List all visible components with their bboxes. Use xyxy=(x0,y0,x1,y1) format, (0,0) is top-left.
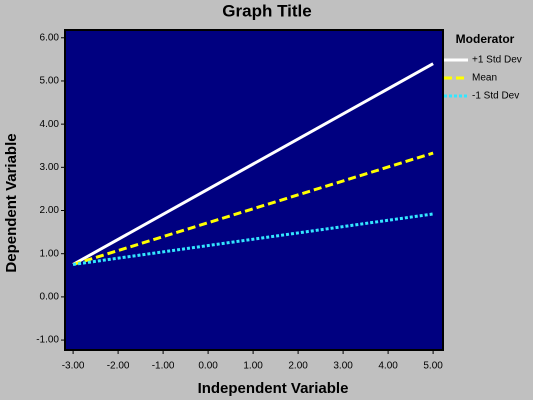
x-axis-title: Independent Variable xyxy=(198,380,349,397)
y-tick-label: 5.00 xyxy=(40,76,60,87)
y-tick-label: 6.00 xyxy=(40,32,60,43)
x-tick-label: -2.00 xyxy=(107,361,130,372)
legend-label: Mean xyxy=(472,73,497,84)
legend-label: +1 Std Dev xyxy=(472,55,522,66)
y-tick-label: 1.00 xyxy=(40,248,60,259)
plot-area xyxy=(64,29,444,351)
legend-title: Moderator xyxy=(456,32,515,46)
x-tick-label: 5.00 xyxy=(423,361,443,372)
y-tick-label: 4.00 xyxy=(40,119,60,130)
y-tick-label: 3.00 xyxy=(40,162,60,173)
x-tick-label: -1.00 xyxy=(152,361,175,372)
x-tick-label: 4.00 xyxy=(378,361,398,372)
x-tick-label: -3.00 xyxy=(62,361,85,372)
series-line xyxy=(72,62,434,266)
chart-title: Graph Title xyxy=(222,1,311,20)
y-tick-label: 2.00 xyxy=(40,205,60,216)
series-line xyxy=(72,151,434,266)
x-tick-label: 0.00 xyxy=(198,361,218,372)
x-tick-label: 1.00 xyxy=(243,361,263,372)
y-tick-label: -1.00 xyxy=(36,335,59,346)
y-axis-title: Dependent Variable xyxy=(3,133,20,272)
legend-label: -1 Std Dev xyxy=(472,91,519,102)
x-tick-label: 3.00 xyxy=(333,361,353,372)
y-tick-label: 0.00 xyxy=(40,292,60,303)
x-tick-label: 2.00 xyxy=(288,361,308,372)
series-line xyxy=(72,212,434,266)
